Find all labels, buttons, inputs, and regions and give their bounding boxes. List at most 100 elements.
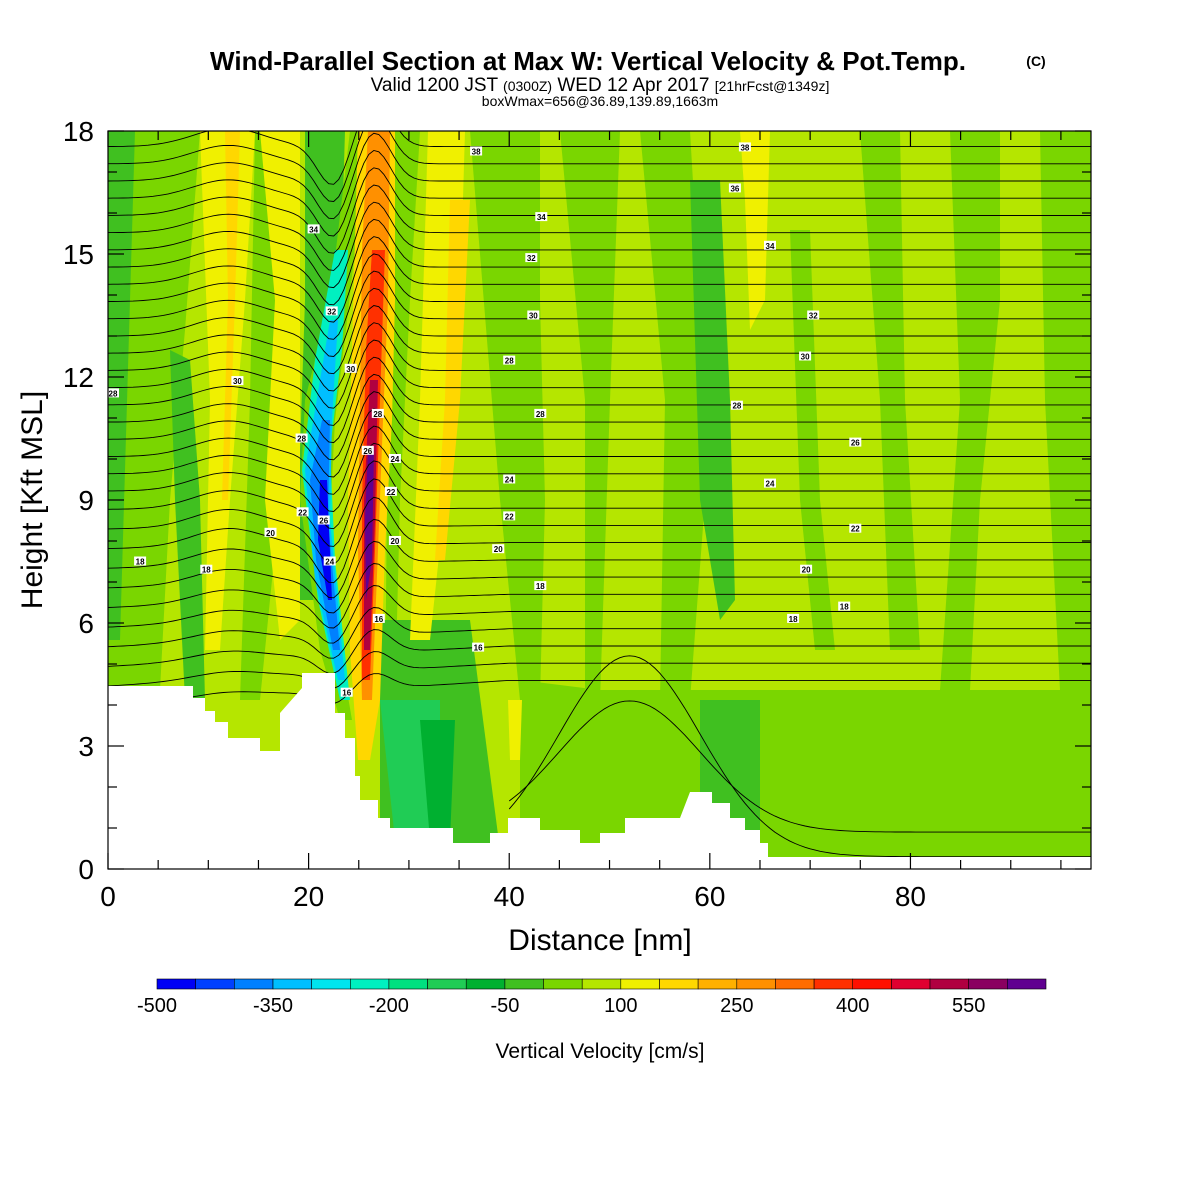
colorbar-swatch xyxy=(156,978,197,990)
colorbar-swatch xyxy=(659,978,699,990)
field-green-left xyxy=(108,131,200,690)
theta-contour-line xyxy=(108,150,1091,237)
contour-label-text: 24 xyxy=(390,455,399,464)
field-green-mid3 xyxy=(640,131,705,700)
contour-label: 18 xyxy=(534,581,547,591)
contour-label-text: 18 xyxy=(789,615,798,624)
field-green-right1 xyxy=(790,230,835,650)
colorbar-swatch xyxy=(427,978,467,990)
colorbar-swatch xyxy=(234,978,274,990)
contour-label: 30 xyxy=(527,310,540,321)
contour-label: 28 xyxy=(730,400,743,411)
field-green-right4 xyxy=(1040,131,1091,690)
x-tick-label: 0 xyxy=(100,881,116,912)
contour-labels: 38 38 36 34 34 34 32 32 32 30 30 30 30 28 28 28 28 28 28 26… xyxy=(108,142,862,698)
contour-label: 24 xyxy=(323,556,336,567)
contour-label-text: 16 xyxy=(474,644,483,653)
contour-label: 32 xyxy=(525,253,538,263)
y-tick-label: 9 xyxy=(78,485,94,516)
y-tick-label: 15 xyxy=(63,239,94,270)
colorbar-swatch xyxy=(697,978,738,990)
contour-label: 26 xyxy=(361,445,374,456)
y-tick-labels: 0 3 6 9 12 15 18 xyxy=(63,116,94,885)
contour-label: 18 xyxy=(200,564,213,575)
contour-label-box xyxy=(325,306,338,316)
contour-label-box xyxy=(728,183,741,193)
contour-label-box xyxy=(264,527,277,537)
field-green-left-b xyxy=(170,350,205,700)
colorbar-swatch xyxy=(272,978,313,990)
contour-label-text: 26 xyxy=(319,517,328,526)
x-tick-label: 80 xyxy=(895,881,926,912)
contour-label-box xyxy=(534,581,547,591)
contour-label: 20 xyxy=(388,536,401,546)
colorbar-swatch xyxy=(504,978,544,990)
colorbar-swatch xyxy=(891,978,931,990)
contour-label-text: 34 xyxy=(309,225,318,234)
contour-label: 32 xyxy=(325,306,338,316)
contour-label-box xyxy=(340,687,353,697)
contour-label: 18 xyxy=(838,601,851,612)
contour-label: 28 xyxy=(534,408,547,419)
theta-contours xyxy=(108,131,1091,858)
contour-label-box xyxy=(503,474,516,484)
colorbar-swatch xyxy=(195,978,235,990)
contour-label-box xyxy=(764,478,776,488)
contour-label-text: 38 xyxy=(740,143,749,152)
contour-label-text: 28 xyxy=(505,357,514,366)
contour-label: 30 xyxy=(231,376,244,386)
theta-contour-line xyxy=(108,425,1091,512)
theta-contour-line xyxy=(108,460,1091,547)
contour-label-box xyxy=(492,544,505,554)
field-updraft-core xyxy=(365,450,374,600)
colorbar-swatch xyxy=(581,978,622,990)
theta-contour-line xyxy=(108,478,1091,566)
contour-label-box xyxy=(134,556,147,566)
colorbar-swatch xyxy=(465,978,506,990)
theta-contour-line xyxy=(108,651,1091,689)
theta-contour-line xyxy=(108,201,1091,289)
contour-label: 28 xyxy=(371,408,384,419)
axis-ticks xyxy=(107,130,1091,870)
colorbar-swatch xyxy=(349,978,390,990)
theta-contour-line xyxy=(108,518,1091,599)
theta-contour-line xyxy=(108,270,1091,357)
contour-label: 28 xyxy=(295,433,308,444)
colorbar-swatch xyxy=(968,978,1008,990)
contour-label-box xyxy=(764,240,776,250)
contour-label-text: 18 xyxy=(202,566,211,575)
theta-contour-line xyxy=(108,184,1091,271)
contour-label-text: 22 xyxy=(298,508,307,517)
contour-label-text: 24 xyxy=(325,558,334,567)
y-tick-label: 12 xyxy=(63,362,94,393)
contour-label-text: 28 xyxy=(297,435,306,444)
contour-label-box xyxy=(525,253,538,263)
field-green-lower-c xyxy=(420,720,455,840)
theta-contour-line xyxy=(108,236,1091,323)
contour-label-box xyxy=(849,523,862,533)
contour-label-box xyxy=(361,445,374,455)
contour-label-text: 34 xyxy=(537,213,546,222)
contour-label-box xyxy=(535,212,548,222)
colorbar-swatch xyxy=(852,978,892,990)
contour-label: 16 xyxy=(340,687,353,698)
theta-contour-line xyxy=(108,131,1091,202)
contour-label-box xyxy=(200,564,213,574)
contour-label-text: 34 xyxy=(766,242,775,251)
contour-label-box xyxy=(323,556,336,566)
theta-contour-low xyxy=(508,655,1091,858)
plot-area: 38 38 36 34 34 34 32 32 32 30 30 30 30 28 28 28 28 28 28 26… xyxy=(108,131,1091,869)
subtitle-date: WED 12 Apr 2017 xyxy=(557,75,709,96)
contour-label-box xyxy=(296,507,309,517)
theta-contour-line xyxy=(108,607,1091,659)
colorbar-tick-label: -500 xyxy=(137,995,177,1017)
theta-contour-line xyxy=(108,373,1091,461)
theta-contour-line xyxy=(108,442,1091,530)
contour-label-box xyxy=(730,400,743,410)
contour-label: 22 xyxy=(503,511,516,521)
contour-label-box xyxy=(472,642,485,652)
y-tick-label: 18 xyxy=(63,116,94,147)
contour-label-box xyxy=(787,613,800,623)
colorbar-tick-label: 250 xyxy=(720,995,753,1017)
copyright-mark: (C) xyxy=(1026,53,1045,69)
